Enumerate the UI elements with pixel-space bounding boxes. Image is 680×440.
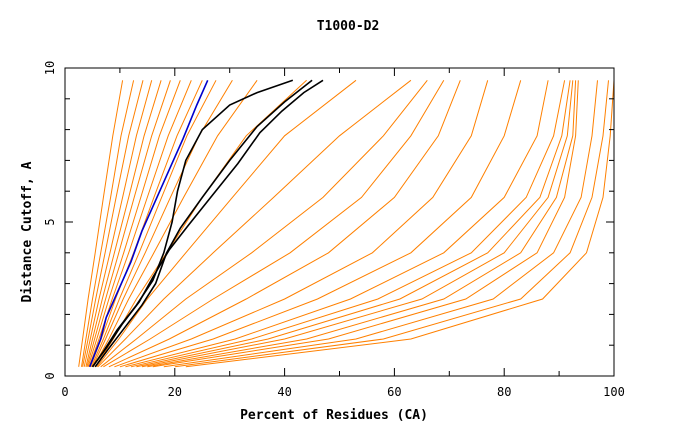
background-series-line-10 [92,80,233,368]
x-tick-label: 20 [168,385,182,399]
background-series-line-15 [100,79,428,368]
highlight-series-group [88,79,324,368]
background-series-line-7 [88,80,192,367]
background-series-line-0 [78,80,124,367]
background-series-line-6 [87,80,181,367]
background-series-line-24 [147,80,577,368]
background-series-line-2 [82,80,144,367]
y-tick-label: 5 [43,218,57,225]
background-series-line-16 [103,80,445,368]
background-series-line-9 [90,80,217,367]
x-tick-label: 100 [603,385,625,399]
y-axis-ticks: 0 5 10 [43,61,614,380]
background-series-line-11 [93,80,258,368]
chart-title: T1000-D2 [317,19,380,34]
highlight-series-line-2 [94,79,313,368]
background-series-line-23 [141,80,574,368]
x-axis-ticks: 0 20 40 60 80 100 [61,68,625,399]
x-tick-label: 0 [61,385,68,399]
background-series-line-22 [136,80,571,368]
background-series-line-26 [163,80,598,368]
x-tick-label: 80 [497,385,511,399]
x-tick-label: 40 [277,385,291,399]
background-series-line-18 [114,80,489,368]
background-series-line-14 [97,79,412,368]
x-tick-label: 60 [387,385,401,399]
background-series-line-17 [108,80,461,368]
y-axis-label: Distance Cutoff, A [20,161,35,302]
background-series-line-28 [185,80,615,368]
background-series-line-3 [83,80,153,367]
y-tick-label: 10 [43,61,57,75]
background-series-line-1 [81,80,135,367]
highlight-series-line-1 [91,79,294,368]
background-series-line-20 [125,80,549,368]
background-series-line-5 [86,80,171,367]
background-series-line-21 [130,80,566,368]
highlight-series-line-3 [91,79,324,368]
highlight-series-line-0 [88,79,209,368]
x-axis-label: Percent of Residues (CA) [240,408,428,423]
background-series-line-27 [174,80,609,368]
background-series-group [78,79,615,368]
background-series-line-4 [85,80,162,367]
background-series-line-25 [152,80,579,368]
background-series-line-19 [119,80,522,368]
y-tick-label: 0 [43,372,57,379]
background-series-line-13 [96,79,357,368]
